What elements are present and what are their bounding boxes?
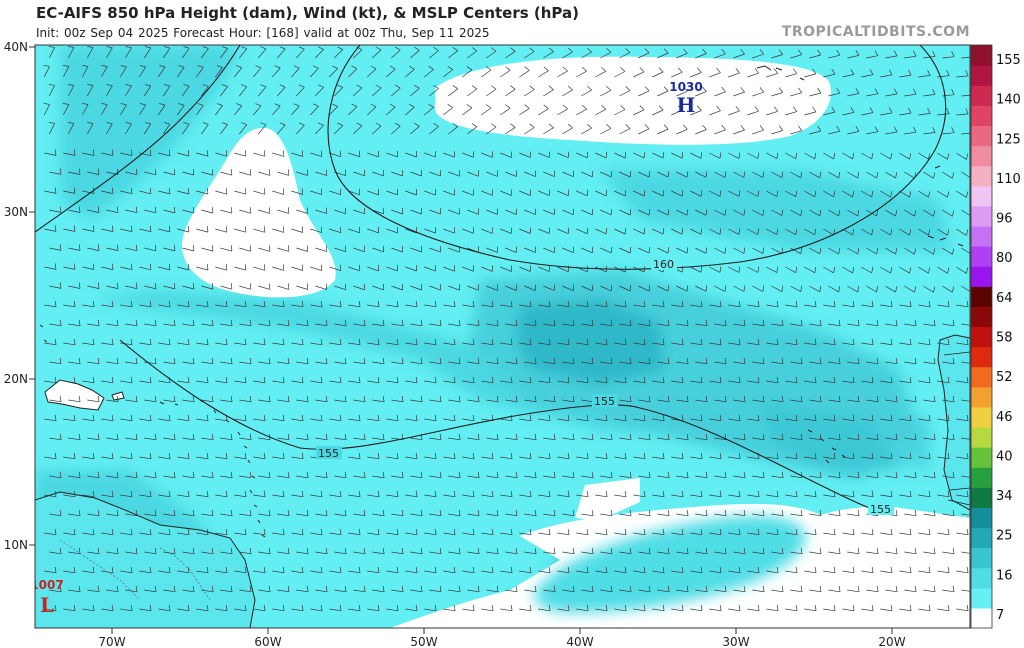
contour-label-155-b: 155 [318, 447, 339, 460]
colorbar-swatch [971, 587, 992, 609]
map-plot-area: 160 155 155 155 1030 H 1007 L [30, 45, 970, 628]
colorbar-tick-label: 16 [996, 568, 1013, 583]
colorbar-swatch [971, 527, 992, 549]
colorbar-tick-label: 58 [996, 331, 1013, 346]
colorbar-swatch [971, 45, 992, 66]
contour-label-155-c: 155 [870, 503, 891, 516]
colorbar-swatch [971, 165, 992, 187]
high-pressure-symbol: H [677, 93, 696, 117]
colorbar-tick-label: 25 [996, 529, 1013, 544]
latitude-axis: 40N 30N 20N 10N [4, 40, 35, 552]
lat-label-30n: 30N [4, 205, 28, 219]
colorbar-swatch [971, 286, 992, 307]
colorbar-tick-label: 64 [996, 291, 1013, 306]
colorbar-swatch [971, 185, 992, 207]
map-title: EC-AIFS 850 hPa Height (dam), Wind (kt),… [36, 4, 579, 22]
contour-label-160: 160 [653, 258, 674, 271]
colorbar-swatches [971, 45, 992, 629]
longitude-axis: 70W 60W 50W 40W 30W 20W [98, 628, 906, 648]
contour-labels: 160 155 155 155 [316, 257, 894, 516]
colorbar-swatch [971, 507, 992, 529]
source-credit: TROPICALTIDBITS.COM [781, 24, 970, 40]
lon-label-40w: 40W [566, 635, 593, 648]
wind-speed-colorbar: 155 140 125 110 96 80 64 58 52 46 40 34 25 16 7 [970, 44, 1021, 629]
colorbar-swatch [971, 266, 992, 287]
colorbar-swatch [971, 105, 992, 127]
contour-155 [119, 339, 876, 511]
wind-barbs [43, 46, 970, 612]
colorbar-tick-label: 80 [996, 251, 1013, 266]
contour-160-west [35, 45, 241, 233]
colorbar-tick-label: 155 [996, 53, 1021, 68]
lon-label-50w: 50W [410, 635, 437, 648]
colorbar-swatch [971, 487, 992, 508]
colorbar-tick-label: 7 [996, 608, 1004, 623]
colorbar-swatch [971, 406, 992, 428]
colorbar-swatch [971, 567, 992, 589]
colorbar-swatch [971, 125, 992, 147]
colorbar-swatch [971, 607, 992, 629]
lat-label-20n: 20N [4, 372, 28, 386]
wind-barb-field [43, 46, 970, 612]
colorbar-tick-label: 40 [996, 449, 1013, 464]
colorbar-swatch [971, 145, 992, 167]
colorbar-swatch [971, 386, 992, 408]
lon-label-30w: 30W [722, 635, 749, 648]
height-contours [35, 45, 947, 511]
colorbar-swatch [971, 366, 992, 388]
high-pressure-value: 1030 [669, 80, 702, 94]
colorbar-tick-label: 52 [996, 370, 1013, 385]
lat-label-40n: 40N [4, 40, 28, 54]
land [35, 65, 970, 628]
lon-label-20w: 20W [878, 635, 905, 648]
colorbar-tick-label: 140 [996, 93, 1021, 108]
southern-wind-lobe [534, 516, 806, 613]
colorbar-tick-label: 96 [996, 212, 1013, 227]
colorbar-tick-label: 34 [996, 489, 1013, 504]
colorbar-swatch [971, 326, 992, 348]
lon-label-60w: 60W [254, 635, 281, 648]
colorbar-tick-label: 110 [996, 172, 1021, 187]
high-pressure-center: 1030 H [669, 80, 702, 117]
colorbar-tick-label: 46 [996, 410, 1013, 425]
map-frame [34, 44, 971, 629]
colorbar-swatch [971, 346, 992, 368]
lat-label-10n: 10N [4, 538, 28, 552]
colorbar-labels: 155 140 125 110 96 80 64 58 52 46 40 34 25 16 7 [996, 53, 1021, 623]
colorbar-swatch [971, 547, 992, 569]
low-pressure-symbol: L [40, 593, 54, 617]
colorbar-swatch [971, 65, 992, 86]
colorbar-swatch [971, 306, 992, 328]
lon-label-70w: 70W [98, 635, 125, 648]
colorbar-tick-label: 125 [996, 132, 1021, 147]
contour-160-east [327, 45, 947, 270]
colorbar-swatch [971, 426, 992, 448]
map-subtitle: Init: 00z Sep 04 2025 Forecast Hour: [16… [36, 26, 490, 40]
colorbar-swatch [971, 205, 992, 227]
colorbar-swatch [971, 447, 992, 468]
colorbar-swatch [971, 246, 992, 267]
colorbar-swatch [971, 225, 992, 247]
low-pressure-center: 1007 L [30, 578, 64, 617]
contour-label-155-a: 155 [594, 395, 615, 408]
colorbar-swatch [971, 467, 992, 488]
low-pressure-value: 1007 [30, 578, 63, 592]
colorbar-swatch [971, 85, 992, 106]
